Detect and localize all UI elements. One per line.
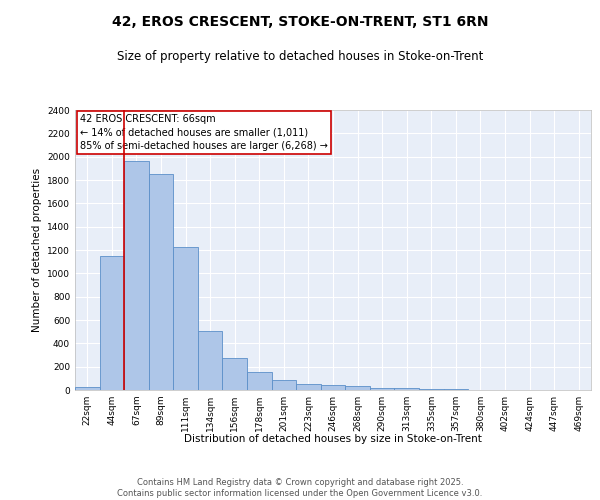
Bar <box>223 358 247 390</box>
Bar <box>100 256 124 390</box>
Text: Contains HM Land Registry data © Crown copyright and database right 2025.
Contai: Contains HM Land Registry data © Crown c… <box>118 478 482 498</box>
Bar <box>296 384 321 390</box>
Bar <box>394 388 419 390</box>
Bar <box>149 174 173 390</box>
Bar <box>321 386 345 390</box>
Bar <box>75 387 100 390</box>
Bar <box>345 386 370 390</box>
X-axis label: Distribution of detached houses by size in Stoke-on-Trent: Distribution of detached houses by size … <box>184 434 482 444</box>
Text: 42 EROS CRESCENT: 66sqm
← 14% of detached houses are smaller (1,011)
85% of semi: 42 EROS CRESCENT: 66sqm ← 14% of detache… <box>80 114 328 150</box>
Bar <box>272 380 296 390</box>
Text: 42, EROS CRESCENT, STOKE-ON-TRENT, ST1 6RN: 42, EROS CRESCENT, STOKE-ON-TRENT, ST1 6… <box>112 15 488 29</box>
Bar <box>370 388 394 390</box>
Text: Size of property relative to detached houses in Stoke-on-Trent: Size of property relative to detached ho… <box>117 50 483 63</box>
Bar <box>198 330 223 390</box>
Bar <box>124 162 149 390</box>
Y-axis label: Number of detached properties: Number of detached properties <box>32 168 41 332</box>
Bar <box>247 372 272 390</box>
Bar <box>173 246 198 390</box>
